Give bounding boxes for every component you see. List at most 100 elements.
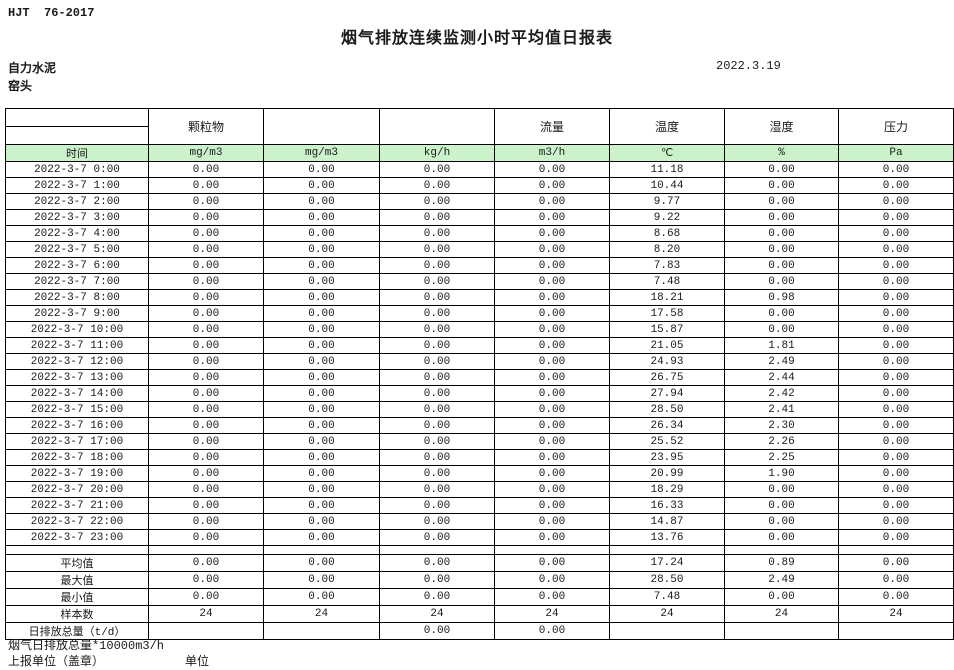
row-label-cell: 2022-3-7 3:00 [5, 209, 149, 226]
value-cell: 0.00 [263, 529, 380, 546]
value-cell [263, 622, 380, 640]
value-cell: 0.00 [494, 241, 610, 258]
value-cell: 7.83 [609, 257, 725, 274]
value-cell: 0.89 [724, 554, 839, 572]
value-cell: 0.00 [263, 337, 380, 354]
value-cell: 26.75 [609, 369, 725, 386]
row-label-cell: 2022-3-7 13:00 [5, 369, 149, 386]
value-cell: 0.00 [724, 209, 839, 226]
value-cell: 24 [263, 605, 380, 623]
value-cell: 0.00 [494, 417, 610, 434]
value-cell: 0.00 [263, 481, 380, 498]
value-cell [148, 622, 264, 640]
value-cell: 0.00 [379, 289, 495, 306]
value-cell: 0.00 [263, 417, 380, 434]
value-cell: 0.00 [148, 497, 264, 514]
table-row: 2022-3-7 3:00 0.00 0.00 0.00 0.00 9.22 0.00 0.0… [5, 209, 954, 226]
value-cell: 0.00 [838, 161, 954, 178]
value-cell: 0.00 [494, 513, 610, 530]
value-cell: 2.30 [724, 417, 839, 434]
value-cell: 2.42 [724, 385, 839, 402]
report-unit-label: 上报单位（盖章） [8, 654, 105, 668]
row-label-cell: 2022-3-7 1:00 [5, 177, 149, 194]
table-row: 2022-3-7 21:00 0.00 0.00 0.00 0.00 16.33 0.00 0… [5, 497, 954, 514]
row-label-cell: 2022-3-7 20:00 [5, 481, 149, 498]
value-cell: 0.00 [148, 571, 264, 589]
row-label-cell: 2022-3-7 11:00 [5, 337, 149, 354]
unit-header-celsius: ℃ [609, 144, 725, 162]
value-cell: 0.00 [838, 289, 954, 306]
value-cell: 0.00 [838, 571, 954, 589]
value-cell: 0.00 [838, 497, 954, 514]
table-row: 2022-3-7 12:00 0.00 0.00 0.00 0.00 24.93 2.49 0… [5, 353, 954, 370]
value-cell: 0.00 [724, 305, 839, 322]
value-cell: 0.00 [379, 554, 495, 572]
row-label-cell: 平均值 [5, 554, 149, 572]
value-cell: 0.00 [494, 554, 610, 572]
value-cell: 0.00 [838, 257, 954, 274]
row-label-cell: 最小值 [5, 588, 149, 606]
table-row: 2022-3-7 23:00 0.00 0.00 0.00 0.00 13.76 0.00 0… [5, 529, 954, 546]
value-cell: 0.00 [838, 305, 954, 322]
value-cell: 18.29 [609, 481, 725, 498]
value-cell: 0.00 [379, 321, 495, 338]
value-cell: 0.00 [148, 433, 264, 450]
row-label-cell: 2022-3-7 15:00 [5, 401, 149, 418]
value-cell: 0.00 [263, 465, 380, 482]
value-cell: 0.00 [494, 481, 610, 498]
row-label-cell: 2022-3-7 19:00 [5, 465, 149, 482]
value-cell: 0.00 [379, 588, 495, 606]
value-cell: 0.00 [379, 353, 495, 370]
report-table: 颗粒物 流量 温度 湿度 压力 时间 mg/m3 mg/m3 kg/h m3/h… [5, 108, 954, 640]
row-label-cell: 2022-3-7 10:00 [5, 321, 149, 338]
table-row: 平均值 0.00 0.00 0.00 0.00 17.24 0.89 0.00 [5, 554, 954, 572]
value-cell [724, 622, 839, 640]
value-cell: 24 [724, 605, 839, 623]
value-cell: 0.00 [379, 385, 495, 402]
value-cell: 0.00 [148, 305, 264, 322]
value-cell: 27.94 [609, 385, 725, 402]
group-header-flow: 流量 [494, 108, 610, 145]
value-cell: 0.00 [838, 465, 954, 482]
unit-header-m3h: m3/h [494, 144, 610, 162]
unit-header-mgm3-2: mg/m3 [263, 144, 380, 162]
value-cell: 0.00 [494, 497, 610, 514]
value-cell: 0.00 [379, 417, 495, 434]
value-cell: 0.00 [724, 225, 839, 242]
value-cell: 0.00 [148, 529, 264, 546]
unit-header-mgm3-1: mg/m3 [148, 144, 264, 162]
row-label-cell: 2022-3-7 16:00 [5, 417, 149, 434]
value-cell: 0.00 [379, 465, 495, 482]
value-cell: 0.00 [724, 481, 839, 498]
table-row: 2022-3-7 4:00 0.00 0.00 0.00 0.00 8.68 0.00 0.0… [5, 225, 954, 242]
value-cell: 1.90 [724, 465, 839, 482]
value-cell: 0.00 [148, 465, 264, 482]
table-row: 最大值 0.00 0.00 0.00 0.00 28.50 2.49 0.00 [5, 571, 954, 589]
value-cell: 1.81 [724, 337, 839, 354]
group-header-empty-1 [263, 108, 380, 145]
table-row: 日排放总量（t/d） 0.00 0.00 [5, 622, 954, 640]
value-cell: 0.00 [838, 241, 954, 258]
table-row: 样本数 24 24 24 24 24 24 24 [5, 605, 954, 623]
value-cell: 8.20 [609, 241, 725, 258]
data-rows-body: 2022-3-7 0:00 0.00 0.00 0.00 0.00 11.18 0.00 0.… [5, 161, 954, 546]
value-cell: 24 [609, 605, 725, 623]
time-header-split-bottom [7, 127, 148, 144]
value-cell: 0.00 [379, 433, 495, 450]
table-row: 2022-3-7 2:00 0.00 0.00 0.00 0.00 9.77 0.00 0.0… [5, 193, 954, 210]
value-cell: 0.00 [494, 273, 610, 290]
value-cell: 0.00 [838, 193, 954, 210]
value-cell: 0.00 [263, 193, 380, 210]
table-row: 2022-3-7 1:00 0.00 0.00 0.00 0.00 10.44 0.00 0.… [5, 177, 954, 194]
table-row: 2022-3-7 6:00 0.00 0.00 0.00 0.00 7.83 0.00 0.0… [5, 257, 954, 274]
value-cell: 0.00 [379, 481, 495, 498]
value-cell [609, 622, 725, 640]
value-cell: 0.00 [494, 177, 610, 194]
table-row: 2022-3-7 11:00 0.00 0.00 0.00 0.00 21.05 1.81 0… [5, 337, 954, 354]
value-cell: 0.00 [379, 257, 495, 274]
spacer-row [5, 545, 954, 555]
value-cell: 0.00 [263, 305, 380, 322]
value-cell: 0.00 [148, 225, 264, 242]
value-cell: 2.26 [724, 433, 839, 450]
value-cell: 0.00 [494, 305, 610, 322]
